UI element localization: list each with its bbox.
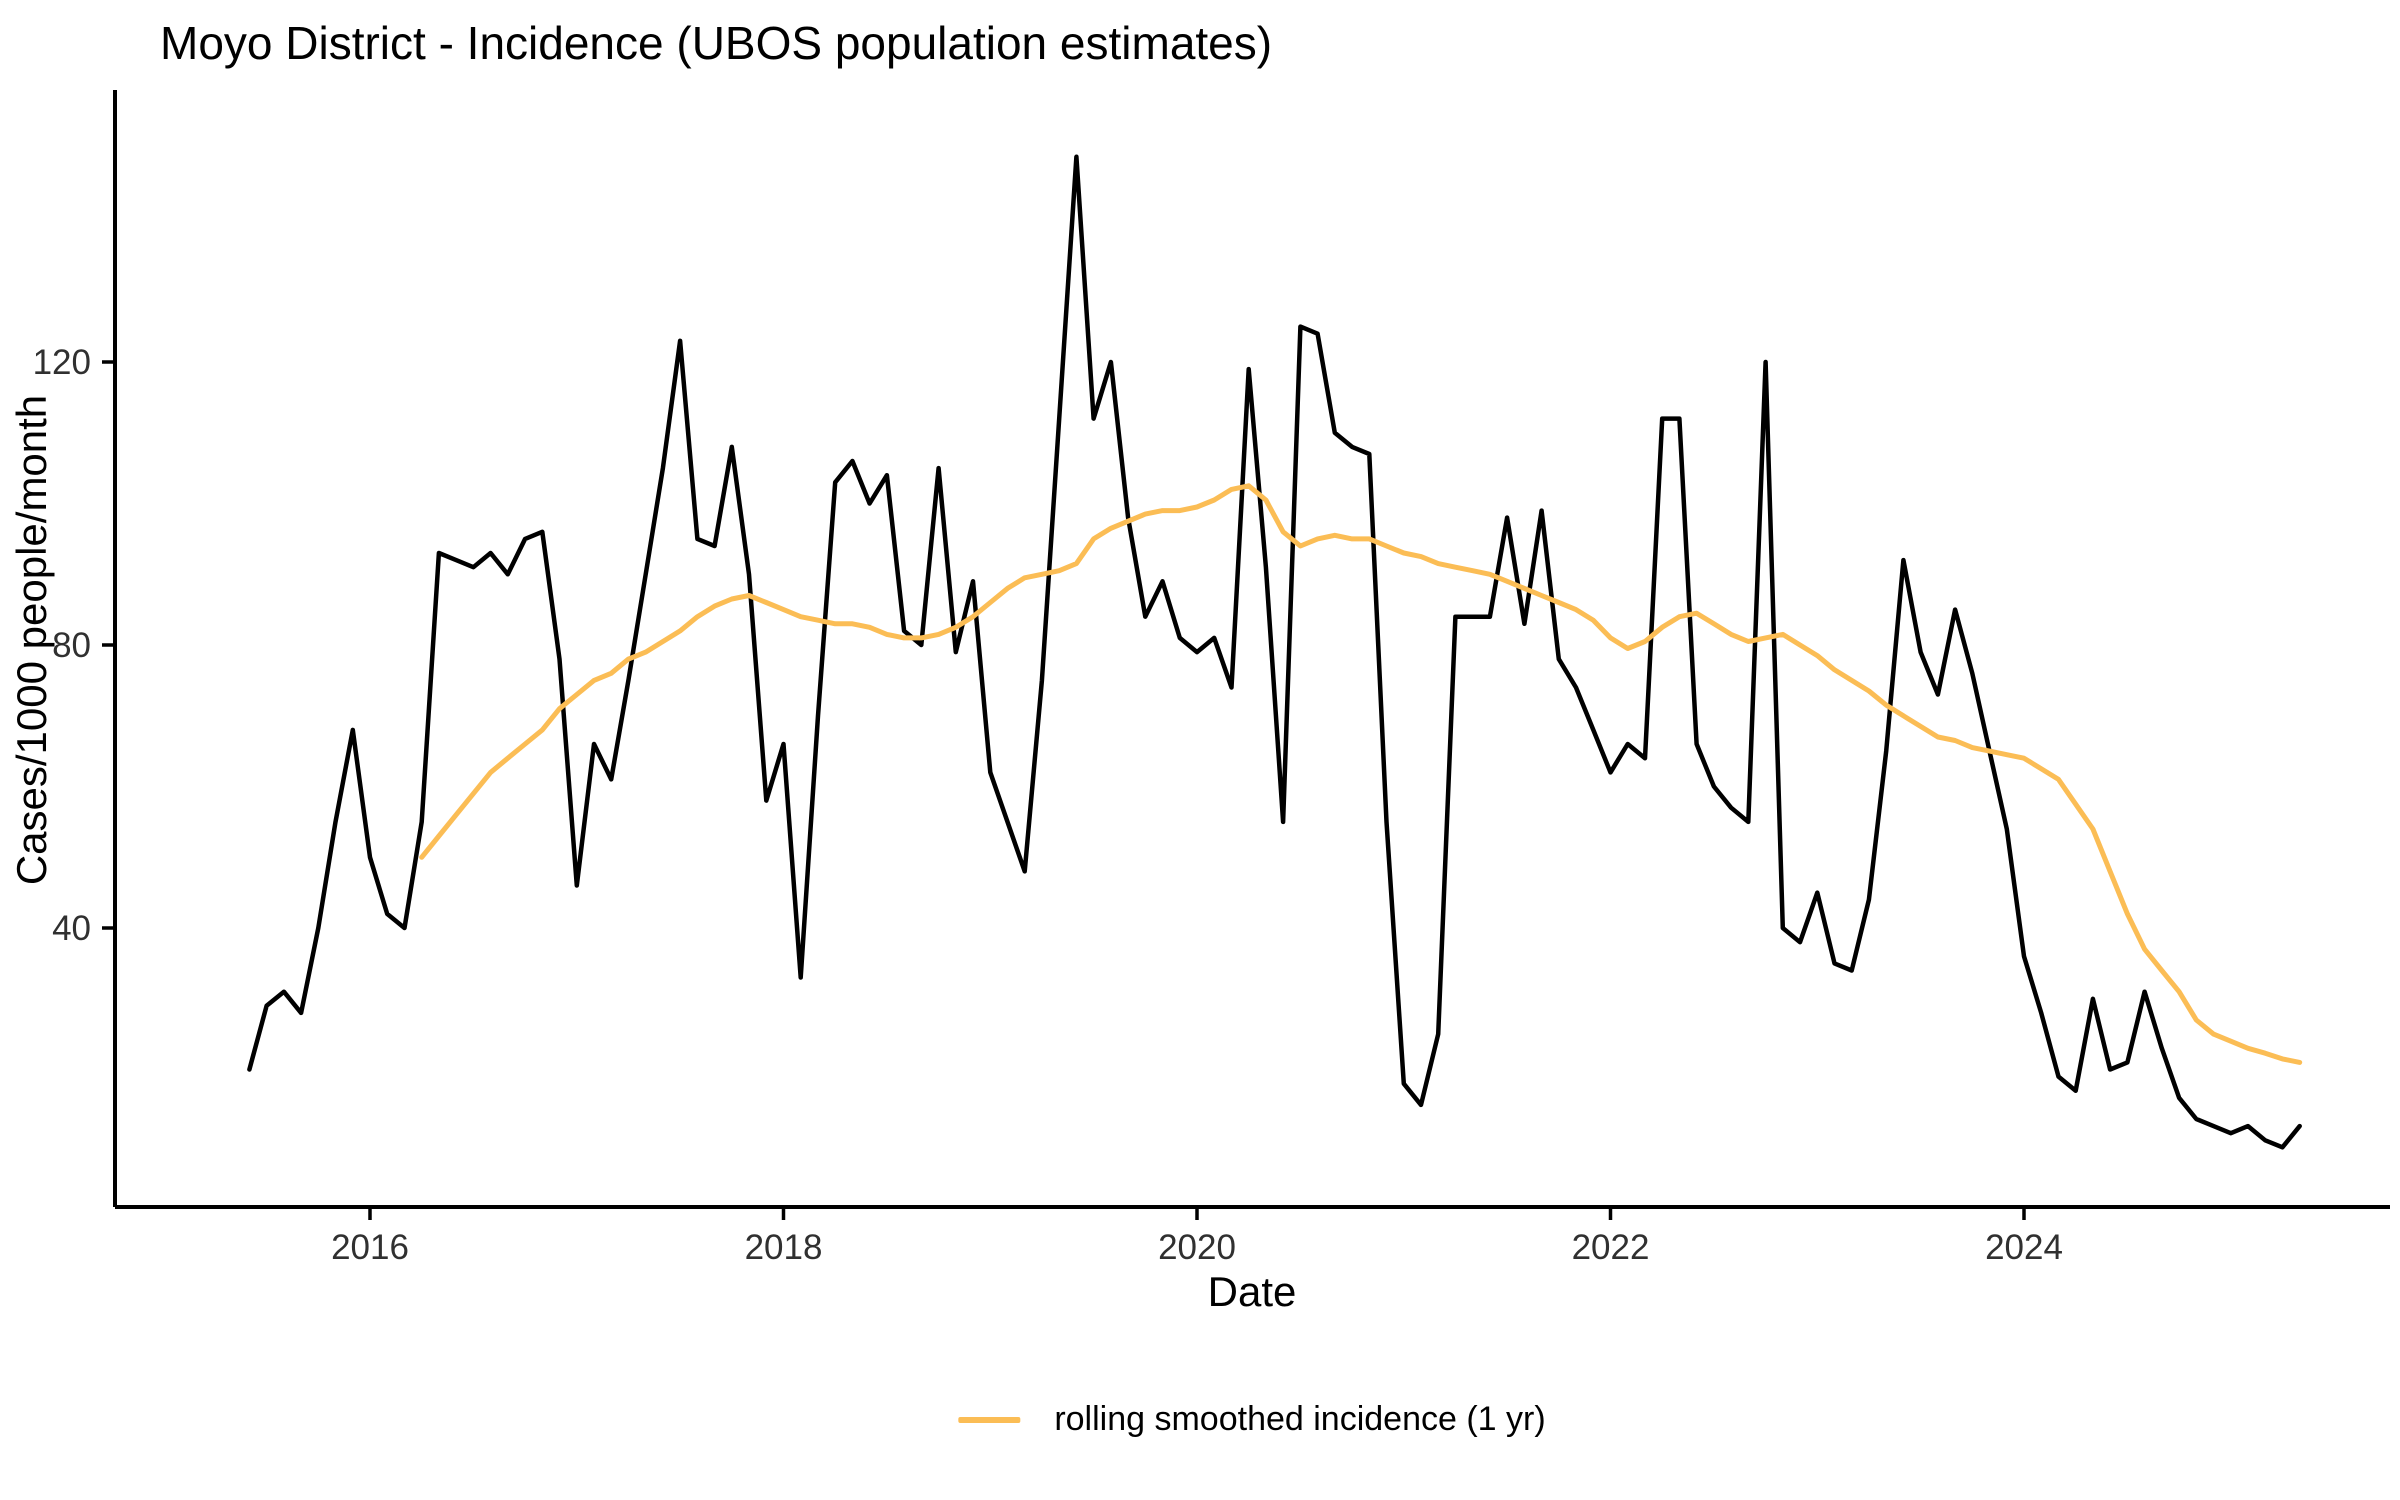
series-monthly-incidence-line (247, 154, 2302, 1150)
x-tick-label: 2024 (1985, 1228, 2063, 1267)
series-rolling-smoothed-line (419, 483, 2303, 1065)
x-axis-title: Date (1207, 1268, 1297, 1315)
y-tick-label: 80 (52, 626, 91, 665)
legend-line-swatch (958, 1416, 1021, 1423)
x-tick-label: 2022 (1572, 1228, 1650, 1267)
x-tick-label: 2016 (331, 1228, 409, 1267)
legend: rolling smoothed incidence (1 yr) (958, 1400, 1546, 1439)
chart-title: Moyo District - Incidence (UBOS populati… (160, 17, 1273, 69)
y-tick-label: 40 (52, 909, 91, 948)
x-tick-label: 2020 (1158, 1228, 1236, 1267)
x-tick-label: 2018 (745, 1228, 823, 1267)
legend-label: rolling smoothed incidence (1 yr) (1054, 1400, 1546, 1438)
y-tick-label: 120 (33, 343, 91, 382)
